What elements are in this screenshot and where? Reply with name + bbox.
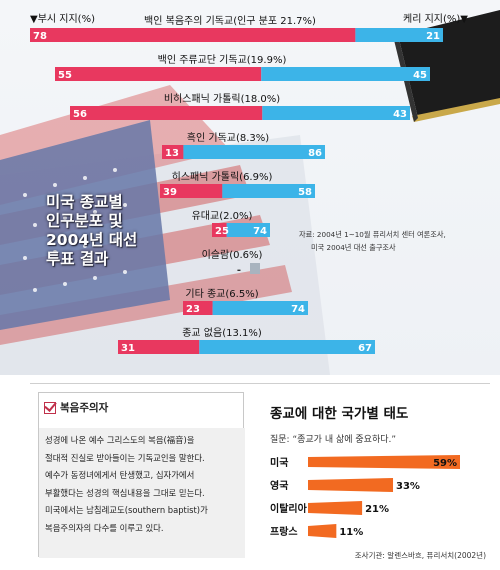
description-line: 복음주의자의 다수를 이루고 있다. xyxy=(45,522,164,533)
bush-value-label: - xyxy=(237,265,241,276)
kerry-bar xyxy=(183,145,325,159)
section-divider xyxy=(30,383,490,384)
evangelical-heading: 복음주의자 xyxy=(44,400,108,415)
kerry-value-label: 43 xyxy=(393,109,407,120)
country-value-label: 21% xyxy=(365,504,389,515)
bush-bar xyxy=(30,28,356,42)
kerry-bar xyxy=(250,263,260,274)
bush-value-label: 31 xyxy=(121,343,135,354)
category-label: 종교 없음(13.1%) xyxy=(182,326,262,339)
chart-title-line: 미국 종교별 xyxy=(46,193,123,211)
religion-question: 질문: “종교가 내 삶에 중요하다.” xyxy=(270,435,397,445)
evangelical-info-box: 복음주의자 성경에 나온 예수 그리스도의 복음(福音)을 절대적 진실로 받아… xyxy=(38,392,245,558)
bush-value-label: 23 xyxy=(186,304,200,315)
kerry-value-label: 67 xyxy=(358,343,372,354)
bush-support-header: ▼부시 지지(%) xyxy=(30,14,95,25)
country-label: 영국 xyxy=(270,479,288,492)
kerry-value-label: 58 xyxy=(298,187,312,198)
category-label: 기타 종교(6.5%) xyxy=(185,288,258,300)
kerry-support-header: 케리 지지(%)▼ xyxy=(403,14,468,25)
category-label: 백인 복음주의 기독교(인구 분포 21.7%) xyxy=(144,15,316,27)
description-line: 절대적 진실로 받아들이는 기독교인을 말한다. xyxy=(45,452,205,463)
bush-bar xyxy=(160,184,223,198)
category-label: 이슬람(0.6%) xyxy=(202,248,263,261)
kerry-value-label: 74 xyxy=(253,226,267,237)
category-label: 흑인 기독교(8.3%) xyxy=(187,131,269,144)
checkbox-icon xyxy=(44,401,56,414)
bush-value-label: 56 xyxy=(73,109,87,120)
description-line: 부활했다는 성경의 핵심내용을 그대로 믿는다. xyxy=(45,487,205,498)
chart-title-line: 인구분포 및 xyxy=(46,212,123,230)
kerry-bar xyxy=(199,340,375,354)
source-line: 미국 2004년 대선 출구조사 xyxy=(311,243,396,252)
bush-bar xyxy=(162,145,184,159)
bush-value-label: 25 xyxy=(215,226,229,237)
country-bar xyxy=(308,501,363,515)
evangelical-heading-text: 복음주의자 xyxy=(60,402,109,414)
description-line: 미국에서는 남침례교도(southern baptist)가 xyxy=(45,505,208,516)
kerry-bar xyxy=(355,28,443,42)
chart-title-line: 2004년 대선 xyxy=(46,231,138,249)
evangelical-description: 성경에 나온 예수 그리스도의 복음(福音)을 절대적 진실로 받아들이는 기독… xyxy=(39,428,245,558)
chart-title: 미국 종교별 인구분포 및 2004년 대선 투표 결과 xyxy=(46,193,137,269)
country-label: 이탈리아 xyxy=(270,502,308,515)
kerry-value-label: 86 xyxy=(308,148,322,159)
country-bar xyxy=(308,524,337,538)
religion-vote-chart: 백인 복음주의 기독교(인구 분포 21.7%) 78 21 백인 주류교단 기독교(… xyxy=(0,0,500,375)
bush-value-label: 39 xyxy=(163,187,177,198)
category-label: 백인 주류교단 기독교(19.9%) xyxy=(158,54,287,66)
kerry-value-label: 74 xyxy=(291,304,305,315)
country-label: 미국 xyxy=(270,456,288,469)
country-label: 프랑스 xyxy=(270,526,298,538)
kerry-bar xyxy=(226,223,270,237)
chart-title-line: 투표 결과 xyxy=(46,250,109,268)
category-label: 비히스패닉 가톨릭(18.0%) xyxy=(164,93,280,105)
country-value-label: 11% xyxy=(339,527,363,538)
country-bar xyxy=(308,455,460,469)
bush-bar xyxy=(70,106,263,120)
description-line: 성경에 나온 예수 그리스도의 복음(福音)을 xyxy=(45,435,195,445)
kerry-bar xyxy=(262,106,410,120)
bush-bar xyxy=(212,223,227,237)
source-note: 자료: 2004년 1~10월 퓨리서치 센터 여론조사, 미국 2004년 대… xyxy=(299,228,446,254)
bush-value-label: 78 xyxy=(33,31,47,42)
country-value-label: 59% xyxy=(433,458,457,469)
bush-bar xyxy=(183,301,213,315)
country-bar xyxy=(308,478,394,492)
religion-survey-note: 조사기관: 알렌스바흐, 퓨리서치(2002년) xyxy=(354,551,486,560)
category-label: 히스패닉 가톨릭(6.9%) xyxy=(172,171,273,183)
bush-value-label: 55 xyxy=(58,70,72,81)
kerry-value-label: 21 xyxy=(426,31,440,42)
bush-value-label: 13 xyxy=(165,148,179,159)
description-line: 예수가 동정녀에게서 탄생했고, 십자가에서 xyxy=(45,470,195,481)
kerry-bar xyxy=(212,301,308,315)
country-value-label: 33% xyxy=(396,481,420,492)
bush-bar xyxy=(118,340,200,354)
category-label: 유대교(2.0%) xyxy=(192,210,253,222)
religion-attitude-title: 종교에 대한 국가별 태도 xyxy=(270,406,409,422)
source-line: 자료: 2004년 1~10월 퓨리서치 센터 여론조사, xyxy=(299,230,446,239)
kerry-value-label: 45 xyxy=(413,70,427,81)
bush-bar xyxy=(55,67,262,81)
kerry-bar xyxy=(261,67,430,81)
diverging-bar-chart: 백인 복음주의 기독교(인구 분포 21.7%) 78 21 백인 주류교단 기독교(… xyxy=(30,15,443,354)
kerry-bar xyxy=(222,184,315,198)
